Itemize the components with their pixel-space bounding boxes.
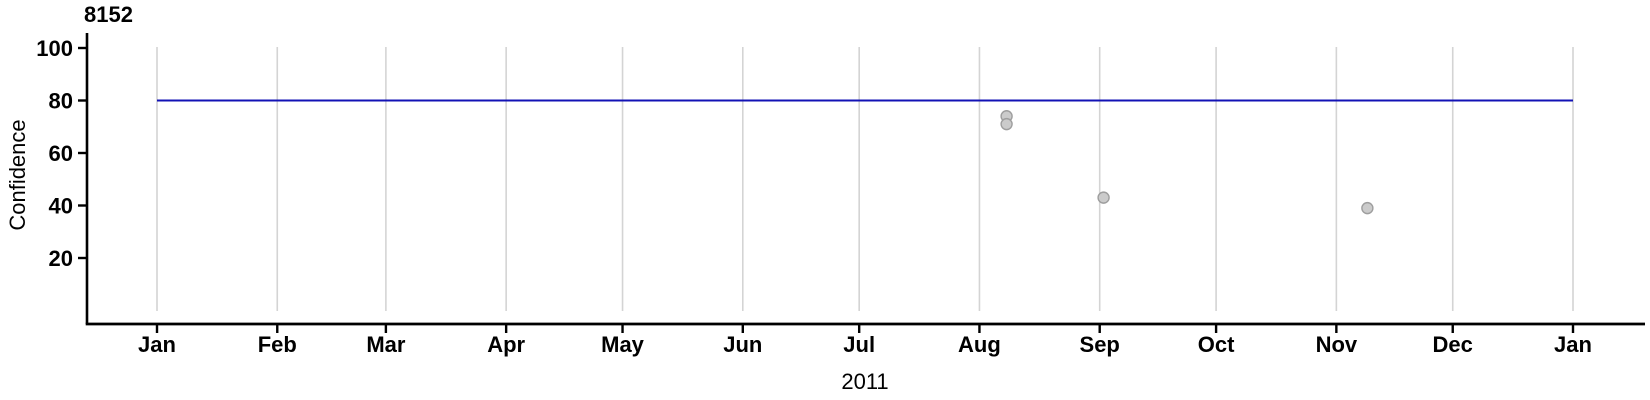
x-tick-label-jan-0: Jan	[138, 332, 176, 357]
x-tick-label-aug-7: Aug	[958, 332, 1001, 357]
x-tick-label-nov-10: Nov	[1316, 332, 1358, 357]
x-tick-label-oct-9: Oct	[1198, 332, 1235, 357]
y-tick-label-100: 100	[36, 36, 73, 61]
y-axis-title: Confidence	[5, 119, 30, 230]
y-tick-label-60: 60	[49, 141, 73, 166]
chart-plot-layer: 20 40 60 80 100 Jan Feb Mar Apr May Jun Jul Aug Sep Oc…	[36, 33, 1645, 357]
x-axis-title: 2011	[841, 369, 888, 394]
x-tick-label-jun-5: Jun	[723, 332, 762, 357]
data-point-2	[1097, 191, 1110, 204]
chart-title: 8152	[84, 2, 133, 27]
y-tick-label-20: 20	[49, 246, 73, 271]
x-tick-label-dec-11: Dec	[1433, 332, 1473, 357]
y-tick-label-40: 40	[49, 194, 73, 219]
x-tick-label-apr-3: Apr	[487, 332, 525, 357]
data-point-3	[1361, 201, 1374, 215]
x-tick-label-jul-6: Jul	[843, 332, 875, 357]
x-tick-label-jan-12: Jan	[1554, 332, 1592, 357]
x-tick-label-mar-2: Mar	[366, 332, 406, 357]
x-tick-label-may-4: May	[601, 332, 645, 357]
data-point-1	[1000, 117, 1013, 131]
x-tick-label-feb-1: Feb	[258, 332, 297, 357]
x-tick-label-sep-8: Sep	[1080, 332, 1120, 357]
y-tick-label-80: 80	[49, 89, 73, 114]
